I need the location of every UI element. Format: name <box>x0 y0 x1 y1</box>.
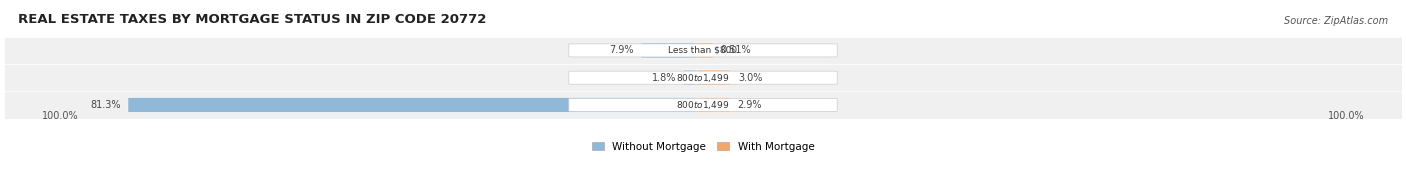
FancyBboxPatch shape <box>641 43 710 58</box>
Text: 100.0%: 100.0% <box>42 111 79 121</box>
Text: 81.3%: 81.3% <box>90 100 121 110</box>
FancyBboxPatch shape <box>569 71 837 84</box>
Text: Source: ZipAtlas.com: Source: ZipAtlas.com <box>1284 16 1388 26</box>
Text: REAL ESTATE TAXES BY MORTGAGE STATUS IN ZIP CODE 20772: REAL ESTATE TAXES BY MORTGAGE STATUS IN … <box>18 13 486 26</box>
Text: 0.51%: 0.51% <box>720 45 751 55</box>
FancyBboxPatch shape <box>569 44 837 57</box>
Bar <box>4 64 1402 91</box>
Bar <box>4 91 1402 119</box>
FancyBboxPatch shape <box>128 97 710 113</box>
FancyBboxPatch shape <box>683 70 710 85</box>
FancyBboxPatch shape <box>569 98 837 112</box>
Text: $800 to $1,499: $800 to $1,499 <box>676 72 730 84</box>
Text: Less than $800: Less than $800 <box>668 46 738 55</box>
Text: 2.9%: 2.9% <box>737 100 762 110</box>
Legend: Without Mortgage, With Mortgage: Without Mortgage, With Mortgage <box>588 138 818 156</box>
Text: $800 to $1,499: $800 to $1,499 <box>676 99 730 111</box>
FancyBboxPatch shape <box>696 43 714 58</box>
Bar <box>4 37 1402 64</box>
Text: 100.0%: 100.0% <box>1327 111 1364 121</box>
Text: 7.9%: 7.9% <box>609 45 634 55</box>
Text: 1.8%: 1.8% <box>652 73 676 83</box>
FancyBboxPatch shape <box>696 97 730 113</box>
Text: 3.0%: 3.0% <box>738 73 762 83</box>
FancyBboxPatch shape <box>696 70 731 85</box>
